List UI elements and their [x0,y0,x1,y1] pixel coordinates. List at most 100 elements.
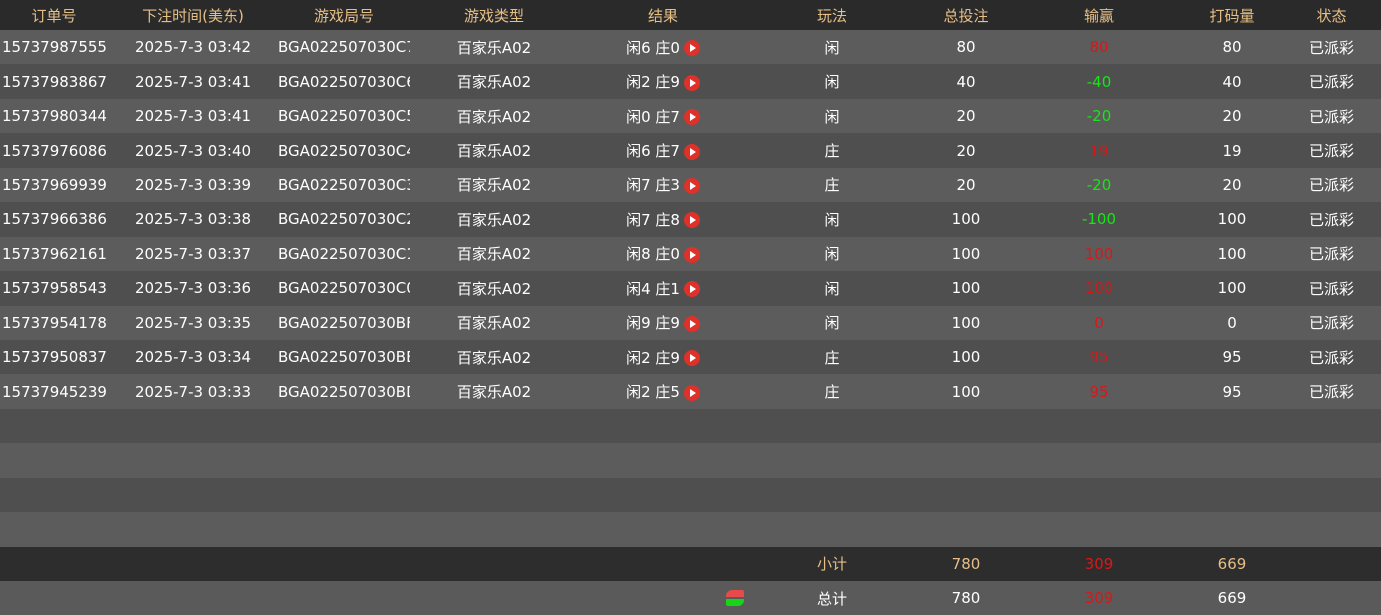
table-row[interactable]: 15737962161 2025-7-3 03:37 BGA022507030C1 百… [0,236,1381,272]
play-icon[interactable] [683,40,700,57]
cell-result: 闲7 庄3 [578,168,748,202]
order-number-text: 15737950837 [2,348,107,367]
subtotal-row-label: 小计 [816,555,847,574]
valid-bet-text: 95 [1222,382,1242,401]
cell-win-loss: 0 [1016,306,1182,340]
cell-round-id: BGA022507030BF [278,306,410,340]
header-win-loss: 输赢 [1083,6,1114,25]
win-loss-text: 0 [1094,313,1104,332]
bet-time-text: 2025-7-3 03:37 [134,244,252,263]
game-type-text: 百家乐A02 [456,210,532,229]
subtotal-row-valid: 669 [1217,554,1247,573]
cell-bet-type: 庄 [748,340,916,374]
bet-time-text: 2025-7-3 03:34 [134,348,252,367]
table-row[interactable]: 15737950837 2025-7-3 03:34 BGA022507030BE 百… [0,339,1381,375]
refresh-icon[interactable] [724,588,746,608]
cell-valid-bet: 95 [1182,374,1282,408]
cell-valid-bet: 0 [1182,306,1282,340]
table-row[interactable]: 15737987555 2025-7-3 03:42 BGA022507030C7 百… [0,30,1381,65]
cell-bet-type: 闲 [748,64,916,98]
cell-status: 已派彩 [1282,133,1381,167]
cell-status: 已派彩 [1282,168,1381,202]
cell-bet-type: 庄 [748,168,916,202]
cell-game-type: 百家乐A02 [410,306,578,340]
play-icon[interactable] [683,350,700,367]
play-icon[interactable] [683,212,700,229]
cell-win-loss: 100 [1016,271,1182,305]
win-loss-text: 100 [1084,244,1114,263]
order-number-text: 15737969939 [2,175,107,194]
cell-game-type: 百家乐A02 [410,271,578,305]
result-text: 闲7 庄8 [626,210,680,229]
cell-total-bet: 100 [916,340,1016,374]
cell-win-loss: -20 [1016,168,1182,202]
valid-bet-text: 100 [1217,279,1247,298]
cell-order-number: 15737980344 [0,99,108,133]
game-type-text: 百家乐A02 [456,73,532,92]
total-bet-text: 100 [951,279,981,298]
round-id-text: BGA022507030C1 [278,244,410,263]
play-icon[interactable] [683,281,700,298]
table-row[interactable]: 15737969939 2025-7-3 03:39 BGA022507030C3 百… [0,167,1381,203]
bet-type-text: 闲 [824,38,840,57]
cell-status: 已派彩 [1282,271,1381,305]
header-bet-time: 下注时间(美东) [142,6,244,25]
cell-win-loss: 95 [1016,374,1182,408]
cell-bet-type: 闲 [748,271,916,305]
cell-total-bet: 100 [916,237,1016,271]
cell-bet-time: 2025-7-3 03:35 [108,306,278,340]
cell-bet-type: 庄 [748,133,916,167]
subtotal-row-bet: 780 [951,554,981,573]
table-row[interactable]: 15737945239 2025-7-3 03:33 BGA022507030BD 百… [0,374,1381,409]
play-icon[interactable] [683,143,700,160]
play-icon[interactable] [683,109,700,126]
table-row[interactable]: 15737966386 2025-7-3 03:38 BGA022507030C2 百… [0,202,1381,237]
round-id-text: BGA022507030BF [278,313,410,332]
play-icon[interactable] [683,246,700,263]
result-text: 闲0 庄7 [626,107,680,126]
cell-game-type: 百家乐A02 [410,237,578,271]
table-row[interactable]: 15737976086 2025-7-3 03:40 BGA022507030C4 百… [0,133,1381,168]
play-icon[interactable] [683,177,700,194]
cell-game-type: 百家乐A02 [410,133,578,167]
table-row[interactable]: 15737980344 2025-7-3 03:41 BGA022507030C5 百… [0,98,1381,134]
cell-order-number: 15737987555 [0,30,108,64]
cell-round-id: BGA022507030C0 [278,271,410,305]
bet-type-text: 闲 [824,107,840,126]
cell-game-type: 百家乐A02 [410,202,578,236]
play-icon[interactable] [683,315,700,332]
cell-bet-type: 闲 [748,237,916,271]
result-text: 闲7 庄3 [626,176,680,195]
cell-valid-bet: 20 [1182,168,1282,202]
win-loss-text: 95 [1089,382,1109,401]
cell-valid-bet: 20 [1182,99,1282,133]
cell-valid-bet: 100 [1182,202,1282,236]
table-row[interactable]: 15737954178 2025-7-3 03:35 BGA022507030BF 百… [0,305,1381,340]
game-type-text: 百家乐A02 [456,314,532,333]
cell-order-number: 15737966386 [0,202,108,236]
table-row[interactable]: 15737983867 2025-7-3 03:41 BGA022507030C6 百… [0,64,1381,99]
cell-round-id: BGA022507030C4 [278,133,410,167]
subtotal-row-win: 309 [1084,554,1114,573]
cell-valid-bet: 100 [1182,271,1282,305]
play-icon[interactable] [683,74,700,91]
win-loss-text: 80 [1089,38,1109,57]
total-row-valid: 669 [1217,589,1247,608]
cell-round-id: BGA022507030BE [278,340,410,374]
bet-type-text: 闲 [824,210,840,229]
bet-type-text: 闲 [824,73,840,92]
cell-round-id: BGA022507030C5 [278,99,410,133]
cell-bet-type: 庄 [748,374,916,408]
table-header: 订单号 下注时间(美东) 游戏局号 游戏类型 结果 玩法 总投注 输赢 打码量 状态 [0,0,1381,30]
cell-win-loss: -100 [1016,202,1182,236]
play-icon[interactable] [683,384,700,401]
header-result: 结果 [647,6,678,25]
cell-bet-time: 2025-7-3 03:38 [108,202,278,236]
table-row[interactable]: 15737958543 2025-7-3 03:36 BGA022507030C0 百… [0,271,1381,306]
cell-status: 已派彩 [1282,30,1381,64]
total-bet-text: 100 [951,313,981,332]
cell-status: 已派彩 [1282,64,1381,98]
cell-order-number: 15737958543 [0,271,108,305]
order-number-text: 15737987555 [2,38,107,57]
result-text: 闲2 庄5 [626,383,680,402]
